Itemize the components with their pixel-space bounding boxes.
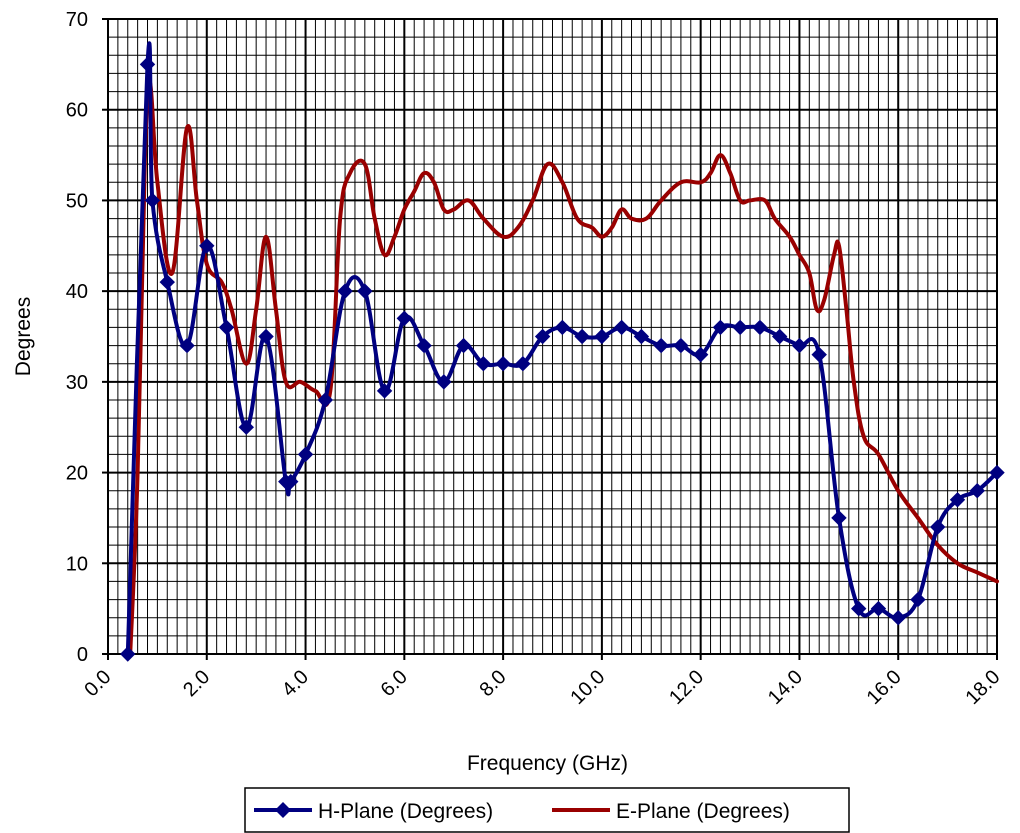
h-plane-point [791, 337, 808, 354]
x-tick-label: 12.0 [665, 666, 708, 709]
h-plane-point [144, 192, 161, 209]
h-plane-point [218, 319, 235, 336]
h-plane-point [283, 473, 299, 490]
y-axis-title: Degrees [12, 297, 35, 376]
h-plane-point [495, 356, 511, 372]
y-tick-label: 30 [66, 372, 88, 394]
x-tick-label: 0.0 [80, 666, 115, 701]
h-plane-point [297, 446, 314, 463]
y-axis-ticks: 0 10 20 30 40 50 60 70 [66, 9, 108, 666]
h-plane-point [989, 464, 1005, 481]
h-plane-point [515, 356, 531, 372]
h-plane-point [554, 319, 571, 336]
h-plane-point [949, 492, 966, 508]
h-plane-point [139, 56, 156, 73]
h-plane-point [969, 483, 985, 499]
y-tick-label: 50 [66, 190, 88, 212]
h-plane-point [752, 319, 768, 336]
h-plane-point [396, 310, 413, 327]
h-plane-point [692, 346, 709, 363]
legend-h-plane-label: H-Plane (Degrees) [318, 800, 493, 823]
legend-box [244, 787, 850, 833]
h-plane-point [613, 319, 630, 336]
h-plane-point [870, 600, 887, 617]
h-plane-point [930, 519, 946, 535]
h-plane-point [831, 510, 847, 526]
x-axis-title: Frequency (GHz) [467, 752, 628, 775]
h-plane-point [179, 337, 195, 354]
plot-frame [107, 18, 998, 655]
y-tick-label: 0 [77, 644, 88, 666]
x-tick-label: 16.0 [863, 666, 906, 709]
h-plane-point [416, 337, 432, 354]
x-axis-ticks: 0.0 2.0 4.0 6.0 8.0 10.0 12.0 14.0 16.0 18.0 [80, 654, 1005, 709]
h-plane-point [673, 337, 689, 354]
x-tick-label: 18.0 [961, 666, 1004, 709]
h-plane-point [771, 328, 788, 345]
series-layer [120, 41, 1005, 662]
h-plane-point [376, 383, 393, 399]
h-plane-point [238, 419, 254, 435]
h-plane-point [436, 374, 452, 390]
h-plane-point [120, 646, 136, 662]
y-tick-label: 40 [66, 281, 88, 303]
legend-e-plane-label: E-Plane (Degrees) [616, 800, 790, 823]
x-tick-label: 4.0 [278, 666, 313, 701]
y-tick-label: 10 [66, 553, 88, 575]
h-plane-point [337, 283, 353, 299]
h-plane-point [594, 328, 610, 345]
x-tick-label: 6.0 [377, 666, 412, 701]
h-plane-point [574, 328, 590, 345]
y-tick-label: 60 [66, 100, 88, 122]
x-tick-label: 2.0 [179, 666, 214, 701]
h-plane-point [851, 600, 867, 617]
h-plane-point [199, 238, 215, 254]
x-tick-label: 10.0 [566, 666, 609, 709]
y-tick-label: 20 [66, 463, 88, 485]
h-plane-point [258, 328, 274, 345]
h-plane-point [890, 610, 906, 626]
h-plane-point [357, 283, 373, 299]
h-plane-point [712, 319, 729, 336]
legend-h-plane-marker [275, 802, 291, 818]
h-plane-point [317, 392, 334, 408]
h-plane-point [534, 328, 551, 345]
x-tick-label: 8.0 [475, 666, 510, 701]
h-plane-point [811, 346, 827, 363]
h-plane-point [732, 319, 748, 336]
h-plane-point [455, 337, 472, 354]
y-tick-label: 70 [66, 9, 88, 31]
legend: H-Plane (Degrees) E-Plane (Degrees) [244, 787, 850, 833]
minor-grid [108, 19, 997, 654]
x-tick-label: 14.0 [764, 666, 807, 709]
h-plane-point [633, 328, 650, 345]
e-plane-line [128, 79, 999, 656]
h-plane-point [910, 591, 926, 608]
h-plane-point [653, 337, 669, 354]
h-plane-point [475, 356, 492, 372]
h-plane-point [159, 274, 175, 290]
